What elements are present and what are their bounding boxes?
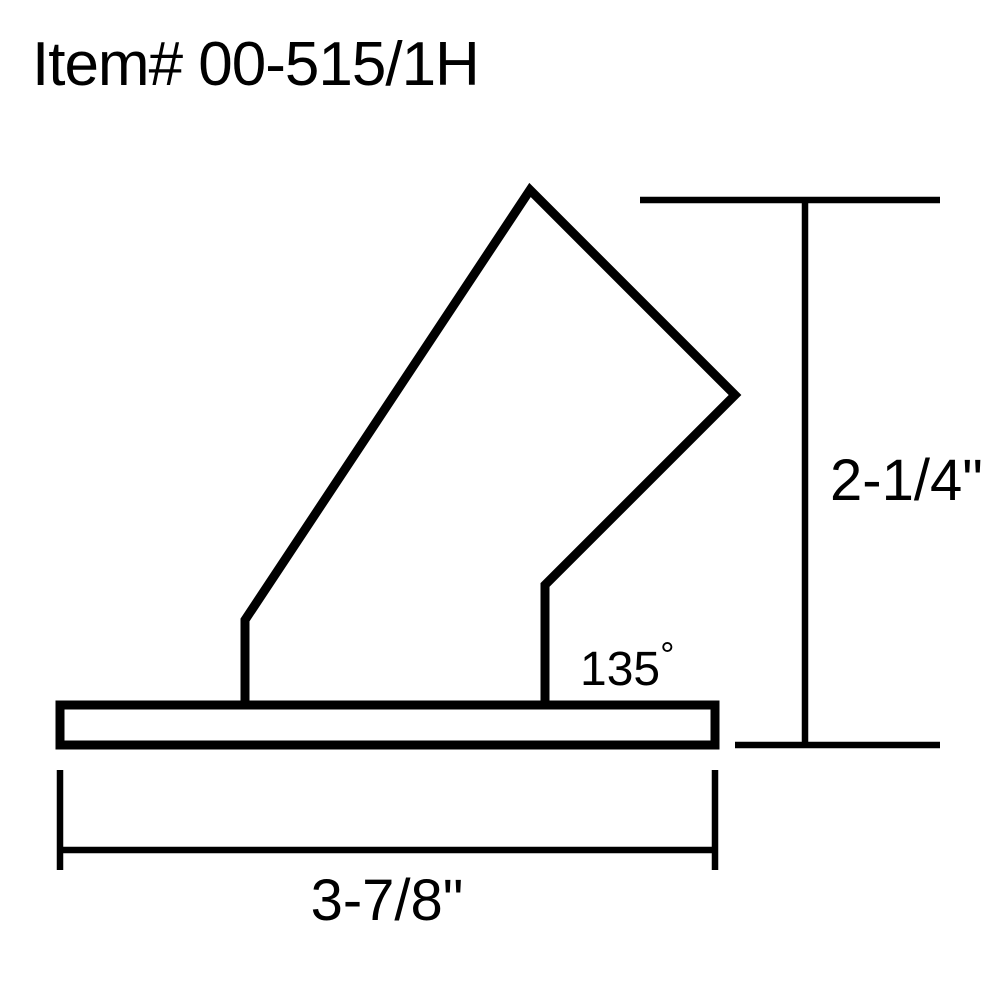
angle-degree-symbol: °	[660, 634, 674, 675]
base-plate	[60, 705, 715, 745]
angle-value: 135	[580, 643, 660, 696]
height-label: 2-1/4"	[830, 448, 983, 513]
width-label: 3-7/8"	[311, 868, 464, 933]
angle-label: 135°	[580, 634, 675, 696]
item-title: Item# 00-515/1H	[32, 30, 479, 99]
angled-profile	[245, 190, 735, 705]
